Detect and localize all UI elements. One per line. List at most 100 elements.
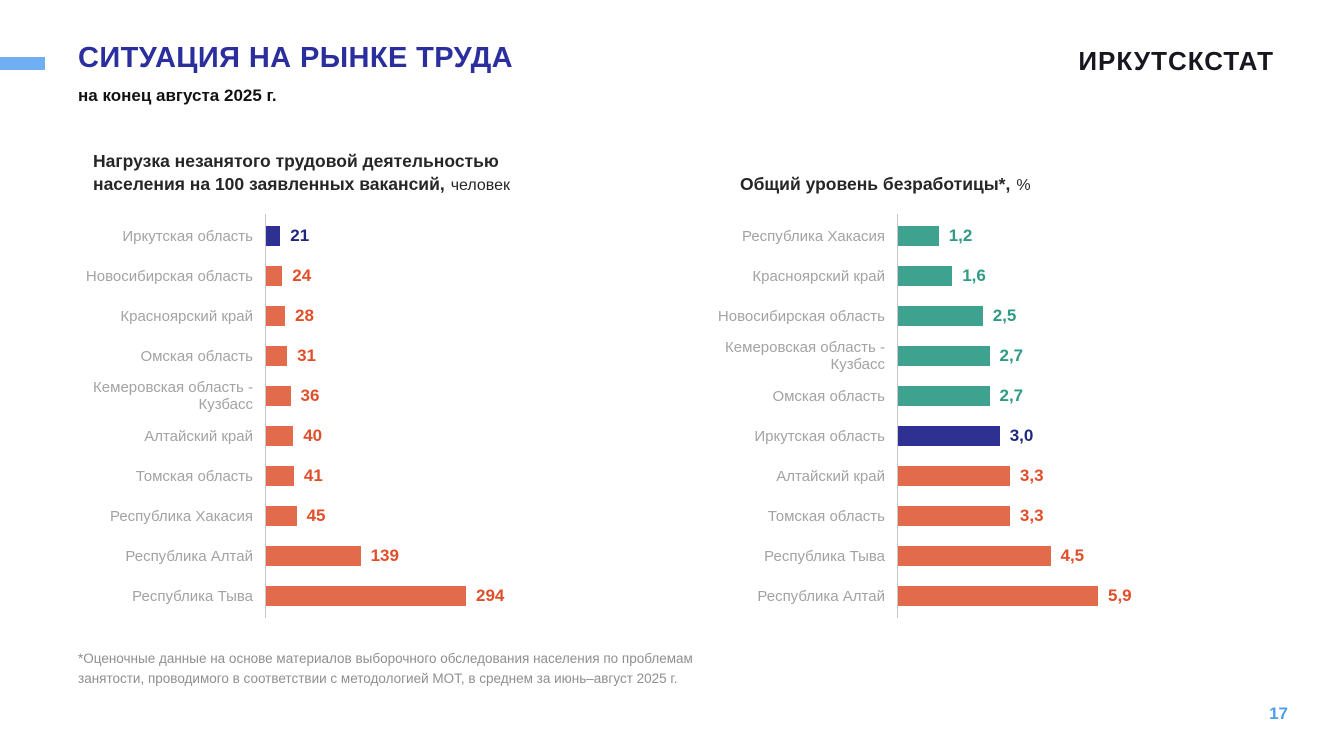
chart-row: Омская область 31 [78, 336, 678, 376]
value-label: 3,0 [1009, 426, 1034, 445]
bar-area: 1,2 [897, 216, 1310, 256]
value-label: 1,2 [948, 226, 973, 245]
chart-row: Новосибирская область 24 [78, 256, 678, 296]
bar [266, 586, 466, 606]
bar-area: 41 [265, 456, 678, 496]
bar [898, 426, 1000, 446]
footnote: *Оценочные данные на основе материалов в… [78, 649, 738, 689]
footnote-line-2: занятости, проводимого в соответствии с … [78, 671, 678, 686]
value-label: 41 [303, 466, 323, 485]
plot-area: Республика Хакасия 1,2 Красноярский край 1,… [710, 214, 1310, 620]
category-label: Новосибирская область [85, 267, 253, 285]
bar [898, 306, 983, 326]
bar-area: 5,9 [897, 576, 1310, 616]
value-label: 28 [295, 306, 314, 325]
bar [266, 426, 294, 446]
chart-row: Республика Хакасия 45 [78, 496, 678, 536]
chart-row: Кемеровская область - Кузбасс 2,7 [710, 336, 1310, 376]
bar [266, 506, 297, 526]
bar-area: 3,3 [897, 456, 1310, 496]
chart-row: Томская область 3,3 [710, 496, 1310, 536]
bar [266, 346, 288, 366]
category-label: Красноярский край [752, 267, 885, 285]
chart-title: Общий уровень безработицы*,% [740, 173, 1260, 197]
bar [266, 266, 283, 286]
value-label: 2,7 [999, 386, 1024, 405]
bar [266, 306, 285, 326]
chart-title-text: Общий уровень безработицы*, [740, 174, 1011, 194]
chart-row: Алтайский край 3,3 [710, 456, 1310, 496]
chart-row: Новосибирская область 2,5 [710, 296, 1310, 336]
chart-title-text: Нагрузка незанятого трудовой деятельност… [93, 151, 499, 194]
category-label: Республика Хакасия [109, 507, 253, 525]
bar [898, 226, 939, 246]
chart-row: Алтайский край 40 [78, 416, 678, 456]
chart-title-unit: % [1016, 177, 1031, 194]
chart-row: Красноярский край 1,6 [710, 256, 1310, 296]
bar [266, 386, 291, 406]
bar-area: 3,3 [897, 496, 1310, 536]
plot-area: Иркутская область 21 Новосибирская область… [78, 214, 678, 620]
y-axis-line [897, 214, 898, 618]
bar-area: 45 [265, 496, 678, 536]
chart-title: Нагрузка незанятого трудовой деятельност… [93, 150, 563, 197]
value-label: 139 [370, 546, 399, 565]
bar-area: 40 [265, 416, 678, 456]
bar-area: 3,0 [897, 416, 1310, 456]
category-label: Республика Тыва [132, 587, 253, 605]
category-label: Новосибирская область [717, 307, 885, 325]
bar-area: 2,7 [897, 336, 1310, 376]
bar-area: 4,5 [897, 536, 1310, 576]
bar-area: 21 [265, 216, 678, 256]
bar [898, 546, 1051, 566]
chart-row: Красноярский край 28 [78, 296, 678, 336]
bar [898, 586, 1098, 606]
category-label: Омская область [140, 347, 253, 365]
chart-row: Республика Тыва 4,5 [710, 536, 1310, 576]
value-label: 2,5 [992, 306, 1017, 325]
category-label: Иркутская область [754, 427, 885, 445]
logo: ИРКУТСКСТАТ [1078, 46, 1274, 76]
accent-bar [0, 57, 45, 70]
bar-area: 24 [265, 256, 678, 296]
category-label: Красноярский край [120, 307, 253, 325]
bar-rows: Республика Хакасия 1,2 Красноярский край 1,… [710, 216, 1310, 616]
value-label: 5,9 [1108, 586, 1132, 605]
category-label: Иркутская область [122, 227, 253, 245]
bar-area: 2,5 [897, 296, 1310, 336]
category-label: Республика Хакасия [741, 227, 885, 245]
bar-area: 1,6 [897, 256, 1310, 296]
value-label: 2,7 [999, 346, 1024, 365]
value-label: 3,3 [1019, 466, 1044, 485]
category-label: Кемеровская область - Кузбасс [93, 379, 253, 413]
page-number: 17 [1269, 704, 1288, 723]
bar [266, 226, 281, 246]
value-label: 36 [300, 386, 320, 405]
y-axis-line [265, 214, 266, 618]
bar [266, 546, 361, 566]
chart-row: Иркутская область 3,0 [710, 416, 1310, 456]
bar [898, 466, 1010, 486]
value-label: 31 [297, 346, 317, 365]
bar [898, 346, 990, 366]
bar-area: 294 [265, 576, 678, 616]
value-label: 24 [292, 266, 312, 285]
bar [898, 386, 990, 406]
category-label: Кемеровская область - Кузбасс [725, 339, 885, 373]
bar-area: 36 [265, 376, 678, 416]
footnote-line-1: *Оценочные данные на основе материалов в… [78, 651, 693, 666]
category-label: Алтайский край [776, 467, 885, 485]
page-title: СИТУАЦИЯ НА РЫНКЕ ТРУДА [78, 42, 513, 74]
chart-row: Республика Хакасия 1,2 [710, 216, 1310, 256]
value-label: 21 [290, 226, 310, 245]
bar-area: 139 [265, 536, 678, 576]
category-label: Республика Алтай [757, 587, 885, 605]
category-label: Томская область [767, 507, 885, 525]
value-label: 45 [306, 506, 326, 525]
category-label: Омская область [772, 387, 885, 405]
bar-area: 31 [265, 336, 678, 376]
value-label: 3,3 [1019, 506, 1044, 525]
category-label: Республика Алтай [125, 547, 253, 565]
chart-row: Иркутская область 21 [78, 216, 678, 256]
